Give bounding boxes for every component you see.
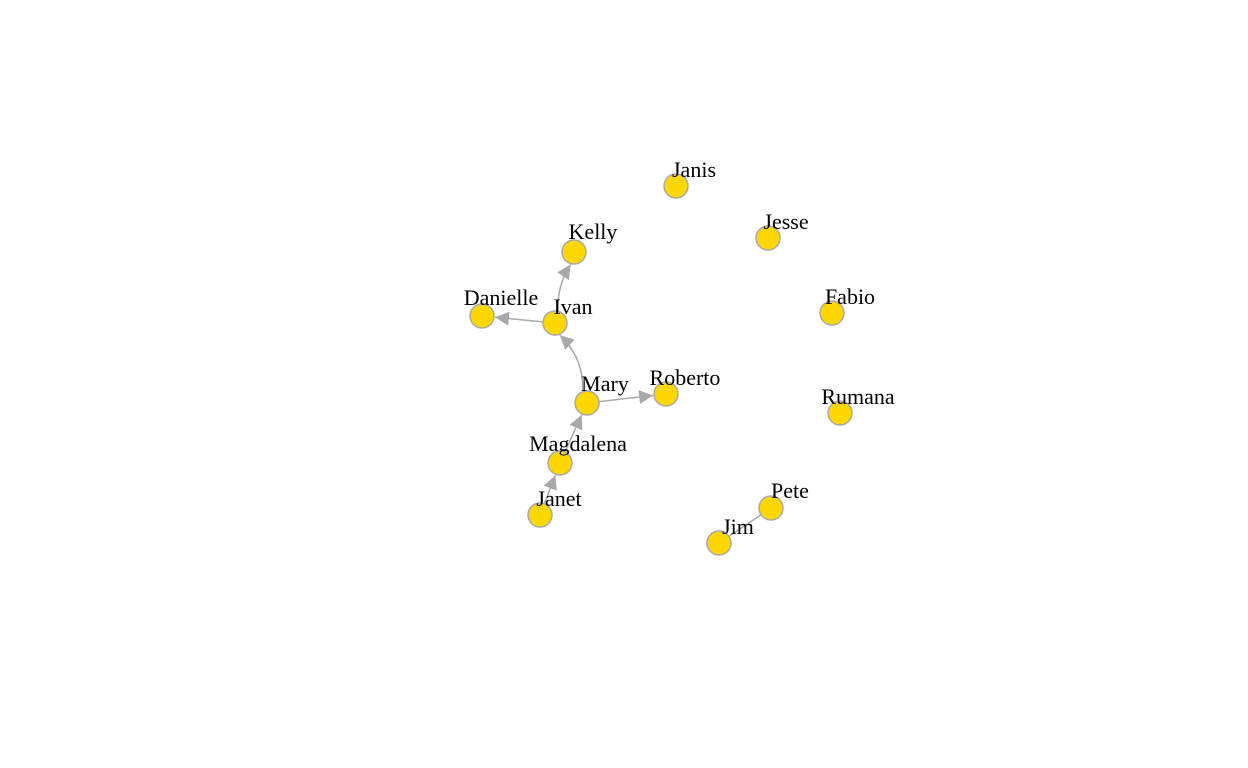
node-label-janet: Janet (536, 486, 581, 511)
node-label-fabio: Fabio (825, 284, 875, 309)
node-jim (706, 530, 732, 556)
node-danielle (469, 303, 495, 329)
edge-ivan-to-kelly (557, 264, 572, 312)
node-label-kelly: Kelly (569, 219, 618, 244)
node-rumana (827, 400, 853, 426)
node-label-janis: Janis (672, 157, 716, 182)
nodes-layer (469, 173, 853, 556)
edge-janet-to-magdalena (543, 474, 557, 505)
node-pete (758, 495, 784, 521)
node-fabio (819, 300, 845, 326)
node-label-jim: Jim (722, 514, 754, 539)
node-janet (527, 502, 553, 528)
node-label-pete: Pete (771, 478, 809, 503)
edge-pete-to-jim (729, 514, 762, 537)
node-label-magdalena: Magdalena (529, 431, 627, 456)
edge-mary-to-ivan (559, 334, 584, 392)
edge-ivan-to-danielle (494, 311, 544, 326)
node-kelly (561, 239, 587, 265)
node-ivan (542, 310, 568, 336)
labels-layer: Janis Jesse Kelly Fabio Danielle Ivan Roberto M… (464, 157, 895, 539)
node-label-roberto: Roberto (650, 365, 721, 390)
node-label-mary: Mary (581, 371, 629, 396)
node-label-danielle: Danielle (464, 285, 539, 310)
node-magdalena (547, 450, 573, 476)
node-janis (663, 173, 689, 199)
node-jesse (755, 225, 781, 251)
edge-magdalena-to-mary (564, 414, 583, 453)
node-label-jesse: Jesse (763, 209, 808, 234)
node-roberto (653, 381, 679, 407)
edge-mary-to-roberto (598, 390, 654, 405)
node-label-ivan: Ivan (553, 294, 592, 319)
edges-layer (494, 264, 762, 537)
node-label-rumana: Rumana (821, 384, 895, 409)
node-mary (574, 390, 600, 416)
